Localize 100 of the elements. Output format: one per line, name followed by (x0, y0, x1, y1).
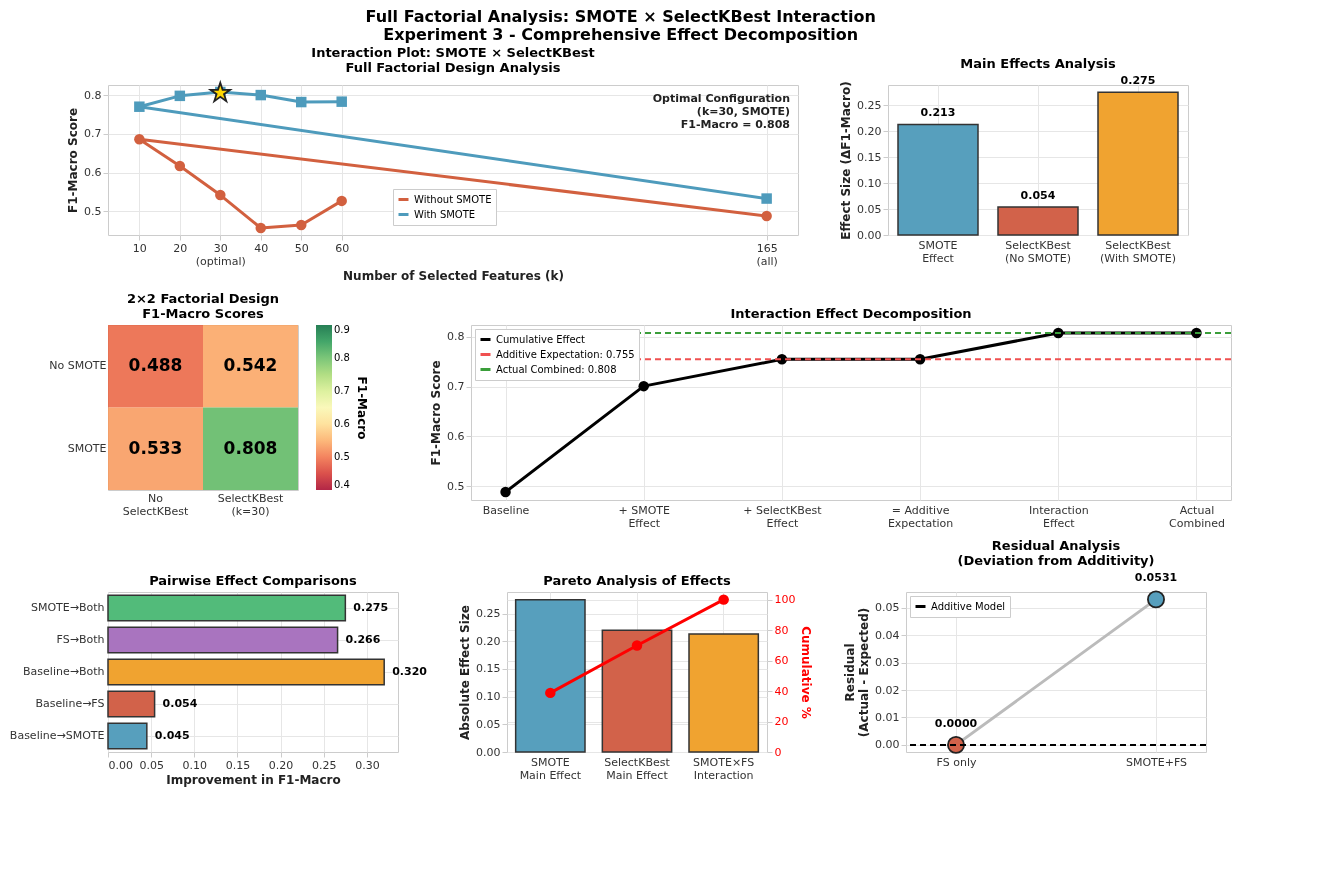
x-tick-label: SelectKBest (With SMOTE) (1100, 238, 1176, 265)
y-axis-title: F1-Macro Score (66, 107, 81, 214)
y-tick-label: 0.15 (476, 662, 501, 676)
point (134, 101, 145, 112)
y-tick-label: Baseline→Both (23, 665, 105, 678)
x-tick-label: + SMOTE Effect (618, 503, 671, 530)
color-bar-label: 0.4 (334, 479, 350, 490)
point (336, 195, 347, 207)
y-axis-title: Effect Size (ΔF1-Macro) (839, 81, 854, 240)
chart-title: Pareto Analysis of Effects (543, 573, 731, 588)
bar (688, 633, 760, 753)
y-tick-label: 0.6 (447, 429, 465, 443)
y-tick-label: 0.04 (875, 628, 900, 642)
point (761, 210, 772, 222)
x-tick-label: Baseline (482, 503, 530, 517)
x-axis-title: Improvement in F1-Macro (166, 772, 341, 787)
text: Experiment 3 - Comprehensive Effect Decomposition (383, 24, 859, 44)
data-label: 0.320 (392, 665, 428, 678)
y-tick-label: FS→Both (56, 633, 105, 646)
y-tick-label: 0.00 (857, 228, 882, 242)
data-label: 0.054 (1020, 188, 1056, 202)
x-tick-label: 0.30 (355, 758, 380, 772)
x-tick-label: 60 (335, 241, 350, 255)
x-tick-label: = Additive Expectation (887, 503, 954, 530)
x-tick-label: SMOTE×FS Interaction (693, 755, 755, 782)
y2-tick-label: 20 (774, 715, 789, 729)
chart-title: Interaction Effect Decomposition (730, 306, 972, 321)
x-tick-label: 0.00 (108, 758, 133, 772)
chart-title: Residual Analysis (Deviation from Additivity) (957, 538, 1155, 569)
data-label: 0.054 (162, 697, 198, 710)
x-tick-label: 0.20 (268, 758, 294, 772)
y-tick-label: Baseline→FS (35, 697, 105, 710)
bar (107, 594, 347, 622)
bar (897, 123, 979, 236)
y2-tick-label: 80 (774, 623, 789, 637)
x-tick-label: SelectKBest Main Effect (604, 755, 671, 782)
y2-tick-label: 100 (774, 593, 796, 607)
x-tick-label: SMOTE Main Effect (519, 755, 582, 782)
x-tick-label: SelectKBest (k=30) (217, 491, 284, 518)
chart-title: Pairwise Effect Comparisons (149, 573, 358, 588)
y-tick-label: 0.25 (476, 607, 501, 621)
point (761, 193, 772, 204)
y-tick-label: 0.15 (857, 150, 882, 164)
y-tick-label: 0.02 (875, 683, 900, 697)
x-tick-label: 0.15 (225, 758, 251, 772)
y-tick-label: 0.20 (476, 634, 501, 648)
annotation: Optimal Configuration (k=30, SMOTE) F1-Macro = 0.808 (652, 92, 790, 131)
x-tick-label: SMOTE Effect (918, 238, 958, 265)
legend-label: Without SMOTE (414, 193, 492, 205)
y-axis-title: Absolute Effect Size (458, 605, 473, 740)
x-tick-label: 40 (254, 241, 269, 255)
point (255, 222, 267, 234)
data-label: 0.0000 (934, 716, 978, 730)
x-tick-label: No SelectKBest (122, 491, 189, 518)
point (134, 134, 145, 145)
data-label: 0.275 (1120, 74, 1156, 88)
y-tick-label: 0.05 (857, 202, 882, 216)
y-tick-label: 0.20 (857, 124, 882, 138)
x-tick-label: 0.05 (139, 758, 164, 772)
data-label: 0.045 (154, 729, 190, 742)
y2-tick-label: 0 (774, 745, 782, 759)
y-tick-label: 0.01 (875, 710, 900, 724)
y-tick-label: SMOTE (67, 441, 107, 455)
bar (107, 626, 339, 654)
point (215, 189, 226, 201)
color-bar-label: 0.6 (334, 418, 350, 429)
y-tick-label: 0.00 (875, 738, 900, 752)
data-label: 0.266 (345, 633, 381, 646)
point (545, 687, 556, 699)
bar (107, 658, 385, 686)
y-tick-label: 0.7 (84, 127, 102, 141)
y-tick-label: 0.05 (476, 717, 501, 731)
x-tick-label: 0.25 (312, 758, 337, 772)
bar (107, 722, 148, 750)
x-tick-label: + SelectKBest Effect (743, 503, 823, 530)
y-tick-label: SMOTE→Both (30, 601, 105, 614)
ref-line-label: Additive Expectation: 0.755 (496, 348, 635, 360)
y-tick-label: 0.05 (875, 601, 900, 615)
data-label: 0.213 (920, 106, 956, 120)
x-tick-label: 20 (173, 241, 188, 255)
y-tick-label: 0.10 (476, 690, 501, 704)
point (500, 486, 511, 498)
point (336, 96, 347, 107)
bar (107, 690, 156, 718)
color-bar-title: F1-Macro (355, 376, 369, 440)
y-tick-label: 0.25 (857, 98, 882, 112)
color-bar-label: 0.8 (334, 352, 350, 363)
y-tick-label: Baseline→SMOTE (9, 729, 105, 742)
point (255, 89, 267, 101)
y-tick-label: 0.5 (84, 204, 102, 218)
data-label: 0.0531 (1134, 571, 1178, 585)
x-tick-label: FS only (936, 755, 977, 769)
x-tick-label: SelectKBest (No SMOTE) (1005, 238, 1072, 265)
data-label: 0.542 (223, 355, 278, 376)
legend-label: With SMOTE (414, 208, 476, 220)
x-axis-title: Number of Selected Features (k) (343, 268, 564, 283)
y-tick-label: 0.5 (447, 479, 465, 493)
text: Full Factorial Analysis: SMOTE × SelectKBest Interaction (365, 6, 876, 26)
data-label: 0.533 (128, 437, 183, 458)
point (296, 96, 307, 108)
